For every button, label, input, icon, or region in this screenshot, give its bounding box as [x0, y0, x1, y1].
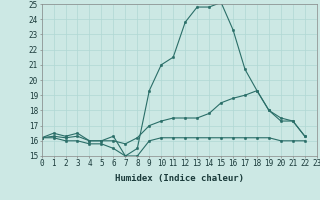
X-axis label: Humidex (Indice chaleur): Humidex (Indice chaleur) — [115, 174, 244, 183]
